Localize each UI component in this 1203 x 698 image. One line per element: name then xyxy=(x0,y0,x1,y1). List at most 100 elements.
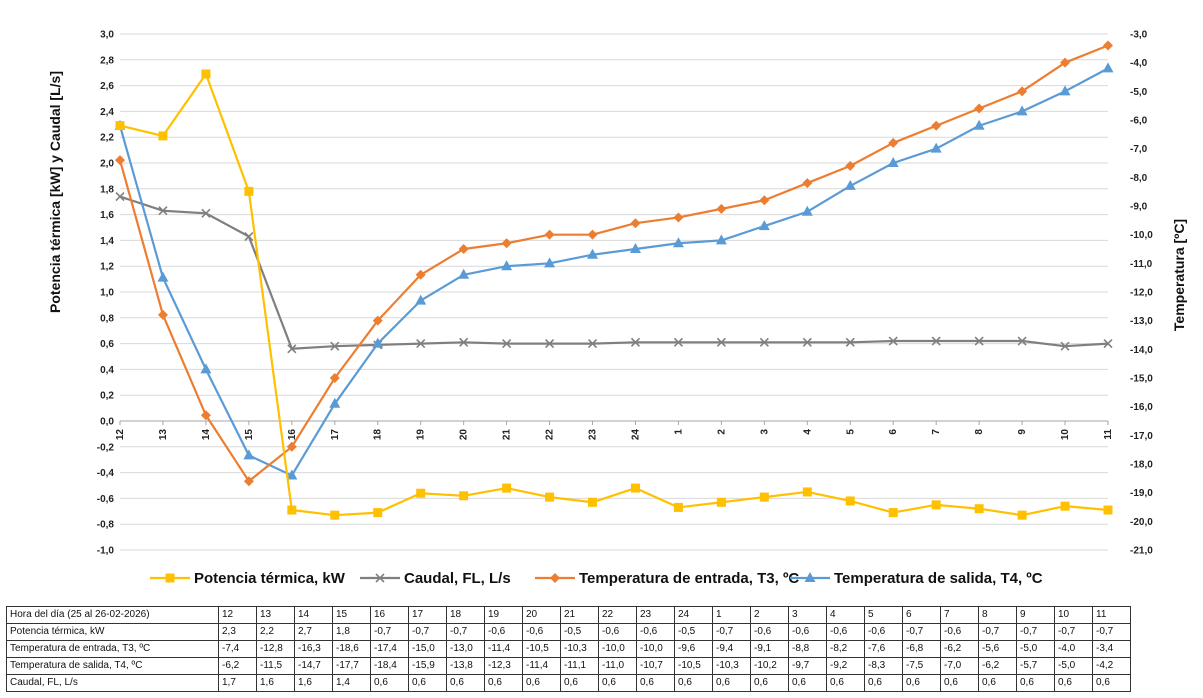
table-cell: 7 xyxy=(940,606,979,624)
table-cell: -14,7 xyxy=(294,657,333,675)
table-cell: -18,4 xyxy=(370,657,409,675)
table-cell: 1,6 xyxy=(294,674,333,692)
table-cell: 0,6 xyxy=(674,674,713,692)
table-cell: -7,6 xyxy=(864,640,903,658)
y-right-tick-label: -18,0 xyxy=(1130,460,1153,471)
y-left-tick-label: 1,4 xyxy=(100,236,114,247)
data-point xyxy=(243,476,254,487)
x-tick-label: 9 xyxy=(1017,429,1028,435)
table-cell: 2,2 xyxy=(256,623,295,641)
x-tick-label: 10 xyxy=(1060,429,1071,441)
data-point xyxy=(544,229,555,240)
data-point xyxy=(931,336,941,346)
table-row: Temperatura de salida, T4, ºC -6,2 -11,5 -1… xyxy=(6,657,1131,675)
table-cell: -4,0 xyxy=(1054,640,1093,658)
table-cell: 0,6 xyxy=(598,674,637,692)
x-tick-label: 15 xyxy=(244,429,255,441)
table-cell: 16 xyxy=(370,606,409,624)
data-point xyxy=(502,483,512,493)
data-point xyxy=(930,142,942,153)
data-point xyxy=(459,337,469,347)
data-point xyxy=(802,487,812,497)
table-cell: -11,4 xyxy=(522,657,561,675)
legend-label: Temperatura de entrada, T3, ºC xyxy=(579,570,799,587)
table-cell: 2 xyxy=(750,606,789,624)
data-point xyxy=(588,497,598,507)
table-cell: 1,6 xyxy=(256,674,295,692)
table-cell: -0,6 xyxy=(864,623,903,641)
table-header-row: Hora del día (25 al 26-02-2026) 12 13 14 15 1… xyxy=(6,606,1131,624)
table-cell: -0,5 xyxy=(560,623,599,641)
legend-marker xyxy=(804,572,816,582)
table-cell: 20 xyxy=(522,606,561,624)
x-tick-label: 4 xyxy=(802,429,813,435)
table-cell: -0,7 xyxy=(902,623,941,641)
table-cell: -16,3 xyxy=(294,640,333,658)
data-point xyxy=(887,157,899,167)
data-point xyxy=(287,344,297,354)
data-point xyxy=(1060,57,1071,68)
data-point xyxy=(672,237,684,248)
table-cell: -9,7 xyxy=(788,657,827,675)
table-cell: -0,6 xyxy=(484,623,523,641)
y-axis-right-ticks: -3,0 -4,0 -5,0 -6,0 -7,0 -8,0 -9,0 -10,0 -11,0 -1… xyxy=(1130,30,1153,557)
table-cell: 0,6 xyxy=(978,674,1017,692)
y-left-tick-label: 2,8 xyxy=(100,55,114,66)
data-point xyxy=(1017,336,1027,346)
table-row-label: Hora del día (25 al 26-02-2026) xyxy=(6,606,219,624)
data-point xyxy=(931,120,942,131)
data-point xyxy=(200,410,211,421)
table-cell: 15 xyxy=(332,606,371,624)
table-cell: -15,9 xyxy=(408,657,447,675)
table-row-label: Temperatura de entrada, T3, ºC xyxy=(6,640,219,658)
data-point xyxy=(888,137,899,148)
y-right-tick-label: -7,0 xyxy=(1130,144,1148,155)
y-right-tick-label: -3,0 xyxy=(1130,30,1148,41)
y-left-tick-label: -0,2 xyxy=(97,442,115,453)
x-tick-label: 20 xyxy=(459,429,470,441)
data-point xyxy=(973,119,985,130)
data-point xyxy=(1017,510,1027,520)
data-point xyxy=(287,505,297,515)
data-point xyxy=(673,212,684,223)
table-cell: 19 xyxy=(484,606,523,624)
data-point xyxy=(801,205,813,216)
x-tick-label: 2 xyxy=(716,429,727,435)
y-right-tick-label: -14,0 xyxy=(1130,345,1153,356)
legend-marker xyxy=(375,573,385,583)
table-cell: 18 xyxy=(446,606,485,624)
data-point xyxy=(330,510,340,520)
legend-item: Potencia térmica, kW xyxy=(150,570,346,587)
data-point xyxy=(373,508,383,518)
data-point xyxy=(243,449,255,460)
table-cell: 0,6 xyxy=(940,674,979,692)
y-left-tick-label: 0,6 xyxy=(100,339,114,350)
data-point xyxy=(715,234,727,245)
x-tick-label: 6 xyxy=(888,429,899,435)
data-point xyxy=(673,502,683,512)
table-cell: -9,2 xyxy=(826,657,865,675)
data-point xyxy=(716,203,727,214)
y-right-tick-label: -6,0 xyxy=(1130,116,1148,127)
table-cell: -0,6 xyxy=(788,623,827,641)
table-cell: -5,0 xyxy=(1016,640,1055,658)
data-point xyxy=(1103,339,1113,349)
x-tick-label: 12 xyxy=(115,429,126,441)
series-line xyxy=(119,72,1109,517)
data-point xyxy=(115,191,125,202)
data-point xyxy=(545,492,555,502)
table-cell: 0,6 xyxy=(522,674,561,692)
y-axis-right-title: Temperatura [ºC] xyxy=(1171,219,1187,331)
table-cell: -10,0 xyxy=(598,640,637,658)
series-0 xyxy=(115,69,1113,520)
table-cell: 0,6 xyxy=(1092,674,1131,692)
table-cell: 1,4 xyxy=(332,674,371,692)
table-cell: -11,4 xyxy=(484,640,523,658)
y-left-tick-label: 2,4 xyxy=(100,107,114,118)
data-point xyxy=(415,269,426,280)
table-cell: -11,5 xyxy=(256,657,295,675)
data-point xyxy=(974,336,984,346)
table-cell: -7,5 xyxy=(902,657,941,675)
table-cell: -0,6 xyxy=(598,623,637,641)
legend-label: Potencia térmica, kW xyxy=(194,570,346,587)
